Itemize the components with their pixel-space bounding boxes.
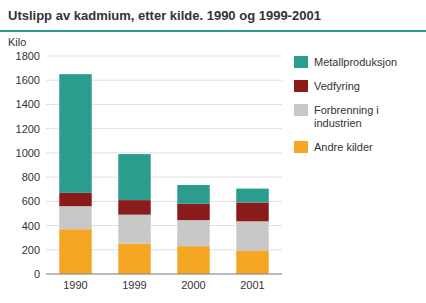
- y-tick-label: 1600: [16, 74, 40, 86]
- bar-segment: [177, 220, 209, 246]
- x-tick-label: 1999: [122, 279, 146, 291]
- x-tick-label: 2000: [181, 279, 205, 291]
- y-tick-label: 1800: [16, 50, 40, 62]
- legend: Metallproduksjon Vedfyring Forbrenning iin…: [294, 56, 397, 153]
- legend-swatch: [294, 141, 308, 153]
- y-tick-label: 1000: [16, 147, 40, 159]
- bar-segment: [236, 203, 268, 222]
- y-tick-label: 0: [34, 268, 40, 280]
- y-axis-label: Kilo: [8, 36, 26, 48]
- legend-entry: Forbrenning iindustrien: [314, 104, 379, 129]
- x-axis-line: [46, 274, 282, 275]
- x-tick-label: 2001: [240, 279, 264, 291]
- y-tick-label: 200: [22, 244, 40, 256]
- bar-segment: [236, 221, 268, 251]
- grid-line: [46, 274, 282, 275]
- bar-segment: [118, 244, 150, 274]
- bar-segment: [118, 200, 150, 215]
- bar-segment: [236, 189, 268, 203]
- bar-segment: [177, 204, 209, 220]
- legend-swatch: [294, 104, 308, 116]
- bar-segment: [118, 215, 150, 244]
- x-tick-label: 1990: [63, 279, 87, 291]
- y-tick-label: 1200: [16, 123, 40, 135]
- chart: Utslipp av kadmium, etter kilde. 1990 og…: [0, 0, 426, 303]
- grid: [46, 56, 282, 274]
- bar-segment: [59, 206, 91, 229]
- y-tick-label: 1400: [16, 98, 40, 110]
- bar-segment: [59, 74, 91, 193]
- grid-line: [46, 56, 282, 57]
- legend-entry: Andre kilder: [314, 141, 373, 153]
- bar-segment: [59, 193, 91, 206]
- y-tick-label: 800: [22, 171, 40, 183]
- y-tick-label: 600: [22, 195, 40, 207]
- bar-segment: [59, 229, 91, 274]
- legend-swatch: [294, 56, 308, 68]
- y-tick-label: 400: [22, 220, 40, 232]
- legend-swatch: [294, 80, 308, 92]
- legend-entry: Vedfyring: [314, 80, 360, 92]
- title: Utslipp av kadmium, etter kilde. 1990 og…: [8, 8, 321, 23]
- bars: [59, 74, 268, 274]
- bar-segment: [177, 246, 209, 274]
- bar-segment: [236, 251, 268, 274]
- bar-segment: [177, 185, 209, 204]
- title-rule: [0, 30, 426, 32]
- bar-segment: [118, 154, 150, 200]
- legend-entry: Metallproduksjon: [314, 56, 397, 68]
